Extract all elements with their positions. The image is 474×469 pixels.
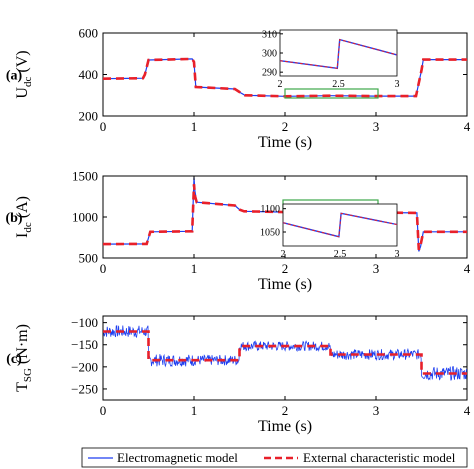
x-tick-label: 2: [282, 119, 289, 134]
x-axis-label: Time (s): [258, 134, 312, 151]
x-tick-label: 0: [100, 261, 107, 276]
y-tick-label: −250: [71, 381, 98, 396]
x-tick-label: 1: [191, 119, 198, 134]
inset-x-tick-label: 2: [278, 79, 283, 90]
y-tick-label: 500: [79, 251, 99, 266]
x-tick-label: 2: [282, 403, 289, 418]
y-tick-label: 200: [79, 109, 99, 124]
y-axis-label: TSG (N·m): [14, 324, 34, 392]
x-tick-label: 3: [373, 119, 380, 134]
y-tick-label: 600: [79, 26, 99, 41]
y-axis-label: Udc (V): [14, 50, 34, 98]
x-tick-label: 4: [464, 119, 471, 134]
inset-y-tick-label: 1100: [260, 204, 280, 215]
legend: Electromagnetic model External characteri…: [81, 447, 468, 468]
panel-label: (b): [5, 211, 22, 226]
plot-area: [103, 57, 467, 98]
inset-y-tick-label: 310: [262, 29, 277, 40]
x-tick-label: 2: [282, 261, 289, 276]
y-tick-label: −150: [71, 337, 98, 352]
inset-x-tick-label: 3: [395, 79, 400, 90]
y-axis-label: Idc (A): [14, 196, 34, 238]
panel-label: (c): [6, 352, 22, 367]
x-tick-label: 3: [373, 403, 380, 418]
legend-frame: [81, 447, 468, 468]
x-tick-label: 4: [464, 261, 471, 276]
inset-x-tick-label: 2.5: [334, 249, 347, 260]
panel-2: 0 1 2 3 4 500 1000 1500 Time (s) Idc (A)(b) 2 2.5 3 1…: [5, 169, 470, 294]
panel-1: 0 1 2 3 4 200 400 600 Time (s) Udc (V)(a) 2 2.5 3 290…: [6, 26, 471, 152]
inset-x-tick-label: 2: [281, 249, 286, 260]
inset-y-tick-label: 290: [262, 68, 277, 79]
inset-series-electromagnetic: [282, 212, 398, 238]
panel-3: 0 1 2 3 4 −100 −150 −200 −250 Time (s) TSG (N·m)(c…: [6, 315, 471, 435]
inset-plot: 2 2.5 3 1050 1100: [260, 203, 400, 260]
x-tick-label: 0: [100, 119, 107, 134]
inset-x-tick-label: 2.5: [332, 79, 345, 90]
inset-series-external: [279, 38, 398, 69]
y-tick-label: −200: [71, 359, 98, 374]
x-axis-label: Time (s): [258, 418, 312, 435]
inset-y-tick-label: 1050: [260, 228, 280, 239]
zoom-region-box: [284, 88, 379, 99]
x-tick-label: 0: [100, 403, 107, 418]
x-tick-label: 1: [191, 403, 198, 418]
x-axis-label: Time (s): [258, 276, 312, 293]
axes-frame: [102, 315, 468, 401]
x-tick-label: 4: [464, 403, 471, 418]
series-external-characteristic: [103, 57, 467, 98]
series-electromagnetic: [103, 325, 467, 381]
x-tick-label: 1: [191, 261, 198, 276]
y-tick-label: −100: [71, 315, 98, 330]
legend-label: Electromagnetic model: [117, 450, 238, 465]
inset-y-tick-label: 300: [262, 49, 277, 60]
inset-plot: 2 2.5 3 290 300 310: [262, 29, 400, 90]
x-tick-label: 3: [373, 261, 380, 276]
series-external-characteristic: [103, 330, 467, 375]
panel-label: (a): [6, 69, 23, 84]
y-tick-label: 1500: [72, 169, 98, 184]
plot-area: [103, 177, 467, 252]
series-external-characteristic: [103, 184, 467, 251]
y-tick-label: 400: [79, 67, 99, 82]
legend-label: External characteristic model: [303, 450, 456, 465]
inset-x-tick-label: 3: [395, 249, 400, 260]
plot-area: [103, 325, 467, 381]
y-tick-label: 1000: [72, 210, 98, 225]
